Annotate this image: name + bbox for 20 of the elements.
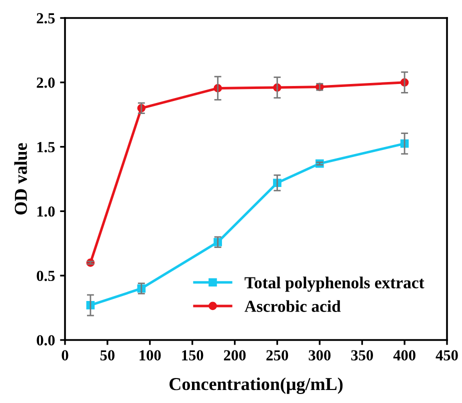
x-tick-label: 0 [62, 350, 68, 360]
x-tick-label: 100 [140, 350, 161, 360]
y-tick-label: 1.0 [37, 206, 55, 217]
y-tick-label: 0.5 [36, 270, 55, 282]
x-tick-label: 250 [266, 350, 288, 360]
x-tick-label: 50 [100, 350, 114, 360]
y-tick-label: 2.0 [36, 78, 55, 88]
x-tick-label: 350 [351, 350, 373, 360]
y-tick-label: 0.0 [36, 335, 55, 346]
x-tick-label: 400 [393, 350, 416, 360]
legend-label: Total polyphenols extract [244, 276, 424, 292]
legend-label: Ascrobic acid [244, 300, 341, 312]
x-tick-label: 300 [308, 350, 331, 360]
y-tick-label: 2.5 [36, 13, 55, 24]
y-axis-title: OD value [14, 143, 27, 214]
x-tick-label: 450 [436, 350, 458, 360]
x-tick-label: 150 [182, 350, 204, 360]
x-tick-label: 200 [224, 350, 246, 360]
x-axis-title: Concentration(μg/mL) [170, 377, 343, 394]
y-tick-label: 1.5 [37, 142, 55, 152]
